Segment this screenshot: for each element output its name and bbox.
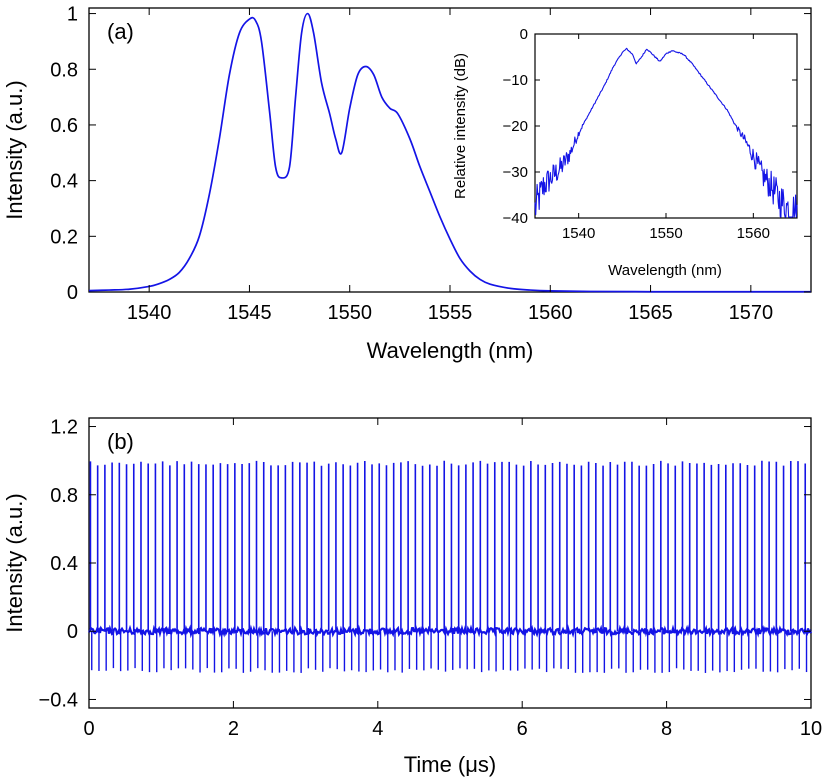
y-tick-label: 0.8	[50, 59, 78, 81]
x-tick-label: 1550	[649, 225, 682, 242]
inset-x-ticks: 1540 1550 1560	[562, 34, 770, 242]
x-tick-label: 1550	[327, 302, 372, 324]
x-tick-label: 4	[372, 718, 383, 740]
inset-plot-frame	[534, 33, 798, 219]
y-tick-label: 0	[520, 26, 528, 43]
x-tick-label: 1560	[528, 302, 573, 324]
y-tick-label: −0.4	[39, 689, 78, 711]
x-tick-label: 2	[228, 718, 239, 740]
y-tick-label: 0.8	[50, 485, 78, 507]
pulse-train-plot-frame	[88, 417, 812, 709]
x-tick-label: 1540	[562, 225, 595, 242]
y-tick-label: 1	[67, 4, 78, 26]
pulse-baseline-noise	[88, 623, 812, 639]
spectrum-x-ticks: 1540 1545 1550 1555 1560 1565 1570	[127, 8, 773, 324]
y-tick-label: −10	[503, 72, 528, 89]
y-tick-label: 0.4	[50, 171, 78, 193]
spectrum-chart: 1540 1545 1550 1555 1560 1565 1570 00.20.40.60…	[2, 4, 812, 363]
pulse-train-x-axis-label: Time (μs)	[404, 752, 497, 777]
inset-chart: 1540 1550 1560 −40 −30 −20 −10 0 Wavelength (n…	[452, 26, 798, 279]
x-tick-label: 1540	[127, 302, 172, 324]
pulse-train-series	[88, 460, 812, 673]
spectrum-series	[88, 12, 811, 293]
x-tick-label: 1565	[628, 302, 673, 324]
x-tick-label: 0	[83, 718, 94, 740]
x-tick-label: 1570	[729, 302, 774, 324]
x-tick-label: 10	[800, 718, 822, 740]
inset-y-axis-label: Relative intensity (dB)	[452, 53, 469, 199]
panel-a-label: (a)	[107, 19, 134, 44]
y-tick-label: 1.2	[50, 417, 78, 439]
spectrum-line	[88, 12, 811, 293]
x-tick-label: 1545	[227, 302, 272, 324]
x-tick-label: 1560	[737, 225, 770, 242]
pulse-train-x-ticks: 0 2 4 6 8 10	[83, 418, 822, 740]
y-tick-label: 0.2	[50, 226, 78, 248]
y-tick-label: 0.6	[50, 115, 78, 137]
x-tick-label: 8	[661, 718, 672, 740]
y-tick-label: −30	[503, 164, 528, 181]
y-tick-label: −40	[503, 210, 528, 227]
panel-b-label: (b)	[107, 429, 134, 454]
pulse-train-y-axis-label: Intensity (a.u.)	[2, 493, 27, 632]
y-tick-label: −20	[503, 118, 528, 135]
inset-x-axis-label: Wavelength (nm)	[608, 262, 722, 279]
spectrum-y-ticks: 0 0.2 0.4 0.6 0.8 1	[50, 4, 811, 304]
inset-series	[534, 47, 798, 218]
x-tick-label: 6	[517, 718, 528, 740]
inset-y-ticks: −40 −30 −20 −10 0	[503, 26, 797, 227]
y-tick-label: 0	[67, 621, 78, 643]
pulse-train-y-ticks: −0.4 0 0.4 0.8 1.2	[39, 417, 811, 711]
spectrum-x-axis-label: Wavelength (nm)	[367, 338, 534, 363]
inset-spectrum-line	[534, 47, 798, 218]
pulse-train-chart: 0 2 4 6 8 10 −0.400.40.81.2 (b) Time (μs) Int…	[2, 417, 822, 777]
spectrum-y-axis-label: Intensity (a.u.)	[2, 80, 27, 219]
y-tick-label: 0	[67, 282, 78, 304]
y-tick-label: 0.4	[50, 553, 78, 575]
x-tick-label: 1555	[428, 302, 473, 324]
